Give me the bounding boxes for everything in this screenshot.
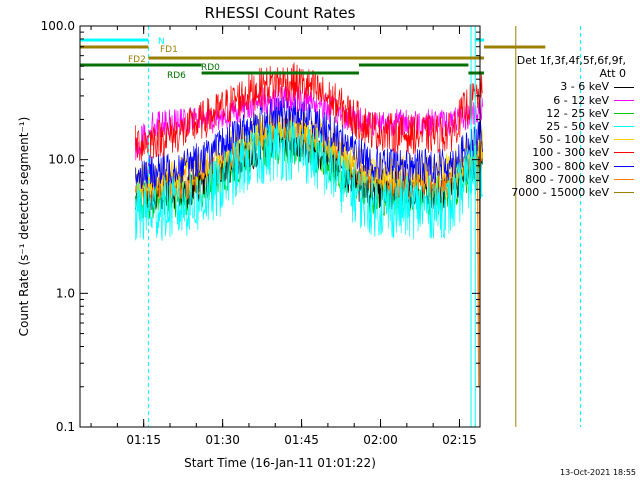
- legend-label: 50 - 100 keV: [539, 133, 609, 147]
- legend-label: 300 - 800 keV: [532, 159, 609, 173]
- series-line-1: [134, 84, 483, 161]
- legend-swatch: [614, 99, 634, 101]
- flag-label-fd2: FD2: [128, 55, 146, 65]
- y-tick-label-1: 1.0: [56, 286, 75, 300]
- y-axis-label: Count Rate (s⁻¹ detector segment⁻¹): [17, 117, 31, 337]
- legend-label: 800 - 7000 keV: [525, 172, 609, 186]
- legend-swatch: [614, 86, 634, 88]
- legend-swatch: [614, 126, 634, 128]
- series-line-5: [134, 62, 483, 162]
- legend-label: 7000 - 15000 keV: [511, 185, 609, 199]
- legend-item: 25 - 50 keV: [484, 120, 634, 133]
- legend-swatch: [614, 139, 634, 141]
- legend-swatch: [614, 192, 634, 193]
- flag-label-n: N: [158, 37, 165, 47]
- legend-item: 7000 - 15000 keV: [484, 186, 634, 199]
- footer-timestamp: 13-Oct-2021 18:55: [560, 468, 636, 477]
- plot-frame: [79, 25, 481, 428]
- legend-item: 100 - 300 keV: [484, 146, 634, 159]
- x-tick-label-3: 02:00: [363, 433, 398, 447]
- legend-swatch: [614, 165, 634, 167]
- legend-label: 25 - 50 keV: [546, 119, 609, 133]
- legend-swatch: [614, 112, 634, 114]
- series-line-3: [134, 120, 483, 241]
- y-tick-label-0: 0.1: [56, 420, 75, 434]
- legend-header-line1: Det 1f,3f,4f,5f,6f,9f,: [516, 54, 626, 67]
- legend-item: 6 - 12 keV: [484, 94, 634, 107]
- x-axis-label: Start Time (16-Jan-11 01:01:22): [184, 456, 376, 470]
- flag-label-rd0: RD0: [201, 63, 220, 73]
- flag-label-fd1: FD1: [160, 45, 178, 55]
- y-tick-label-3: 100.0: [41, 19, 75, 33]
- x-tick-label-0: 01:15: [126, 433, 161, 447]
- x-tick-label-1: 01:30: [205, 433, 240, 447]
- legend-label: 12 - 25 keV: [546, 106, 609, 120]
- legend-swatch: [614, 178, 634, 180]
- x-tick-label-2: 01:45: [284, 433, 319, 447]
- legend-header-line2: Att 0: [599, 67, 626, 81]
- legend-label: 3 - 6 keV: [560, 80, 609, 94]
- legend-label: 100 - 300 keV: [532, 146, 609, 160]
- legend-item: 800 - 7000 keV: [484, 173, 634, 186]
- x-tick-label-4: 02:15: [442, 433, 477, 447]
- legend: Det 1f,3f,4f,5f,6f,9f, Att 0 3 - 6 keV 6 …: [484, 54, 634, 199]
- legend-item: 300 - 800 keV: [484, 160, 634, 173]
- legend-swatch: [614, 152, 634, 154]
- legend-item: 12 - 25 keV: [484, 107, 634, 120]
- legend-item: 3 - 6 keV: [484, 80, 634, 93]
- chart-title: RHESSI Count Rates: [205, 4, 356, 22]
- y-tick-label-2: 10.0: [48, 153, 75, 167]
- legend-item: 50 - 100 keV: [484, 133, 634, 146]
- flag-label-rd6: RD6: [167, 71, 186, 81]
- legend-label: 6 - 12 keV: [553, 93, 609, 107]
